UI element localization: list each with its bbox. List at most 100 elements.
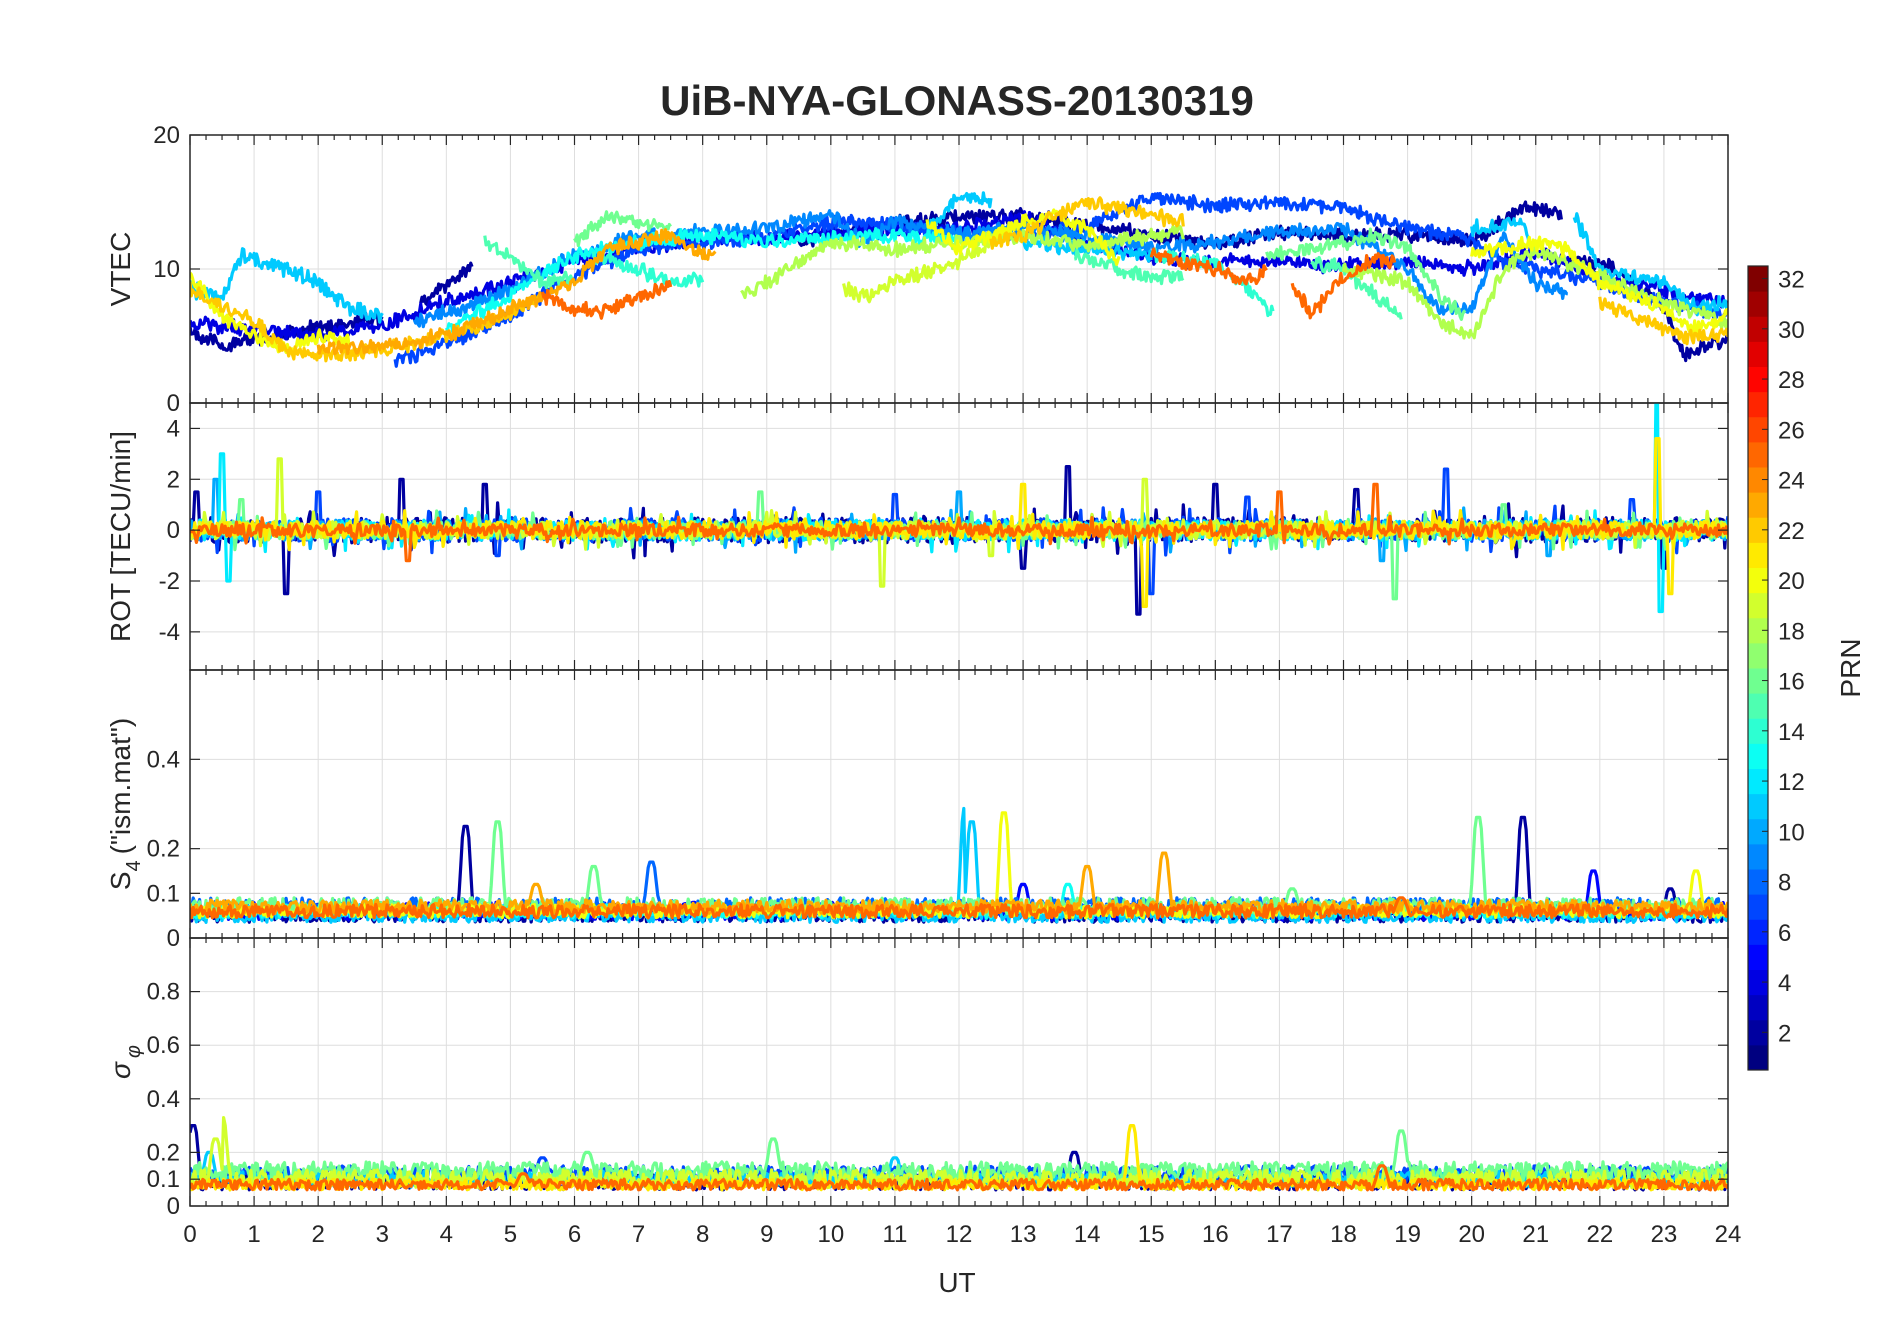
- vtec-series-prn-11: [1572, 212, 1728, 317]
- rot-series-prn-21: [190, 437, 1728, 608]
- colorbar-cell: [1748, 416, 1768, 443]
- vtec-ylabel: VTEC: [105, 232, 136, 307]
- x-tick-label: 3: [376, 1221, 389, 1248]
- colorbar-cell: [1748, 441, 1768, 468]
- colorbar-cell: [1748, 869, 1768, 895]
- colorbar-cell: [1748, 492, 1768, 518]
- colorbar-cell: [1748, 843, 1768, 870]
- colorbar-cell: [1748, 316, 1768, 342]
- colorbar-tick-label: 2: [1778, 1020, 1791, 1047]
- colorbar-cell: [1748, 969, 1768, 996]
- vtec-series-prn-25: [1149, 247, 1268, 286]
- panel-sigma_phi: 00.10.2 0.4 0.6 0.8 σφ: [105, 937, 1729, 1220]
- sigma-phi-ylabel: σφ: [105, 1045, 145, 1079]
- colorbar-tick-label: 12: [1778, 769, 1805, 796]
- s4-ytick-label: 0: [167, 925, 180, 952]
- x-tick-label: 19: [1394, 1221, 1421, 1248]
- x-tick-label: 24: [1715, 1221, 1742, 1248]
- x-tick-label: 4: [440, 1221, 453, 1248]
- x-tick-labels: 0 1 2 3 4 5 6 7 8 9 10 11 12 13 14 15 16 17 18 19 20 21 22 23 24: [183, 1221, 1741, 1248]
- s4-ytick-label: 0.1: [147, 880, 180, 907]
- colorbar-tick-label: 22: [1778, 518, 1805, 545]
- colorbar-cell: [1748, 266, 1768, 292]
- rot-ytick-label: 2: [167, 466, 180, 493]
- panel-rot: -4 -2 0 2 4 ROT [TECU/min]: [105, 402, 1729, 671]
- colorbar-tick-label: 26: [1778, 417, 1805, 444]
- vtec-series-prn-7: [393, 191, 1728, 368]
- vtec-series-prn-22: [1598, 296, 1728, 346]
- vtec-series-prn-20: [1470, 235, 1728, 338]
- colorbar-tick-label: 30: [1778, 317, 1805, 344]
- x-tick-label: 11: [882, 1221, 907, 1248]
- x-tick-label: 2: [311, 1221, 324, 1248]
- vtec-series-prn-20: [925, 208, 1121, 266]
- colorbar-tick-label: 16: [1778, 669, 1805, 696]
- colorbar-tick-label: 18: [1778, 618, 1805, 645]
- vtec-ytick-label: 10: [153, 256, 180, 283]
- s4-series: [190, 806, 1728, 924]
- colorbar-label: PRN: [1835, 638, 1866, 697]
- x-tick-label: 16: [1202, 1221, 1229, 1248]
- colorbar-cell: [1748, 391, 1768, 418]
- vtec-series-prn-9: [412, 209, 1569, 329]
- colorbar-cell: [1748, 1019, 1768, 1046]
- vtec-series-prn-15: [1074, 248, 1185, 286]
- x-tick-label: 9: [760, 1221, 773, 1248]
- vtec-series-prn-25: [540, 280, 673, 320]
- x-tick-label: 14: [1074, 1221, 1101, 1248]
- vtec-series-prn-15: [1310, 255, 1403, 320]
- colorbar-cell: [1748, 642, 1768, 669]
- colorbar-tick-label: 24: [1778, 468, 1805, 495]
- s4-series-prn-25: [190, 896, 1728, 920]
- colorbar-tick-label: 20: [1778, 568, 1805, 595]
- colorbar-tick-label: 32: [1778, 267, 1805, 294]
- colorbar-cell: [1748, 768, 1768, 795]
- colorbar-cell: [1748, 592, 1768, 619]
- colorbar-tick-label: 8: [1778, 870, 1791, 897]
- colorbar-cell: [1748, 668, 1768, 694]
- x-tick-label: 15: [1138, 1221, 1165, 1248]
- sigma_phi-ytick-label: 0.2: [147, 1139, 180, 1166]
- vtec-series-prn-16: [573, 210, 672, 247]
- colorbar-cell: [1748, 919, 1768, 945]
- colorbar-cell: [1748, 944, 1768, 970]
- sigma_phi-ytick-label: 0.1: [147, 1166, 180, 1193]
- sigma_phi-xticks: [189, 938, 1729, 1206]
- rot-ytick-label: -4: [159, 619, 180, 646]
- colorbar-cell: [1748, 366, 1768, 393]
- colorbar-cell: [1748, 818, 1768, 845]
- colorbar-cell: [1748, 517, 1768, 543]
- x-tick-label: 17: [1266, 1221, 1293, 1248]
- rot-series: [190, 403, 1728, 616]
- colorbar-cell: [1748, 793, 1768, 820]
- colorbar-cell: [1748, 894, 1768, 920]
- colorbar-tick-label: 28: [1778, 367, 1805, 394]
- sigma_phi-ytick-label: 0.4: [147, 1086, 180, 1113]
- s4-ylabel: S4("ism.mat"): [105, 718, 145, 890]
- vtec-ytick-label: 20: [153, 122, 180, 149]
- s4-ytick-label: 0.2: [147, 836, 180, 863]
- x-tick-label: 7: [632, 1221, 645, 1248]
- colorbar-tick-label: 4: [1778, 970, 1791, 997]
- vtec-series-prn-2: [1566, 253, 1728, 363]
- vtec-series-prn-19: [842, 234, 993, 304]
- vtec-series-prn-15: [483, 235, 576, 290]
- colorbar-cell: [1748, 718, 1768, 744]
- x-tick-label: 22: [1586, 1221, 1613, 1248]
- s4-xticks: [189, 670, 1729, 938]
- x-tick-label: 5: [504, 1221, 517, 1248]
- chart-title: UiB-NYA-GLONASS-20130319: [660, 77, 1254, 124]
- rot-series-prn-25: [190, 482, 1728, 563]
- x-tick-label: 8: [696, 1221, 709, 1248]
- vtec-ytick-label: 0: [167, 390, 180, 417]
- vtec-series: [190, 191, 1728, 368]
- x-tick-label: 13: [1010, 1221, 1037, 1248]
- colorbar-cell: [1748, 567, 1768, 594]
- vtec-series-prn-14: [592, 249, 705, 288]
- vtec-series-prn-2: [419, 261, 474, 307]
- vtec-series-prn-11: [190, 247, 384, 324]
